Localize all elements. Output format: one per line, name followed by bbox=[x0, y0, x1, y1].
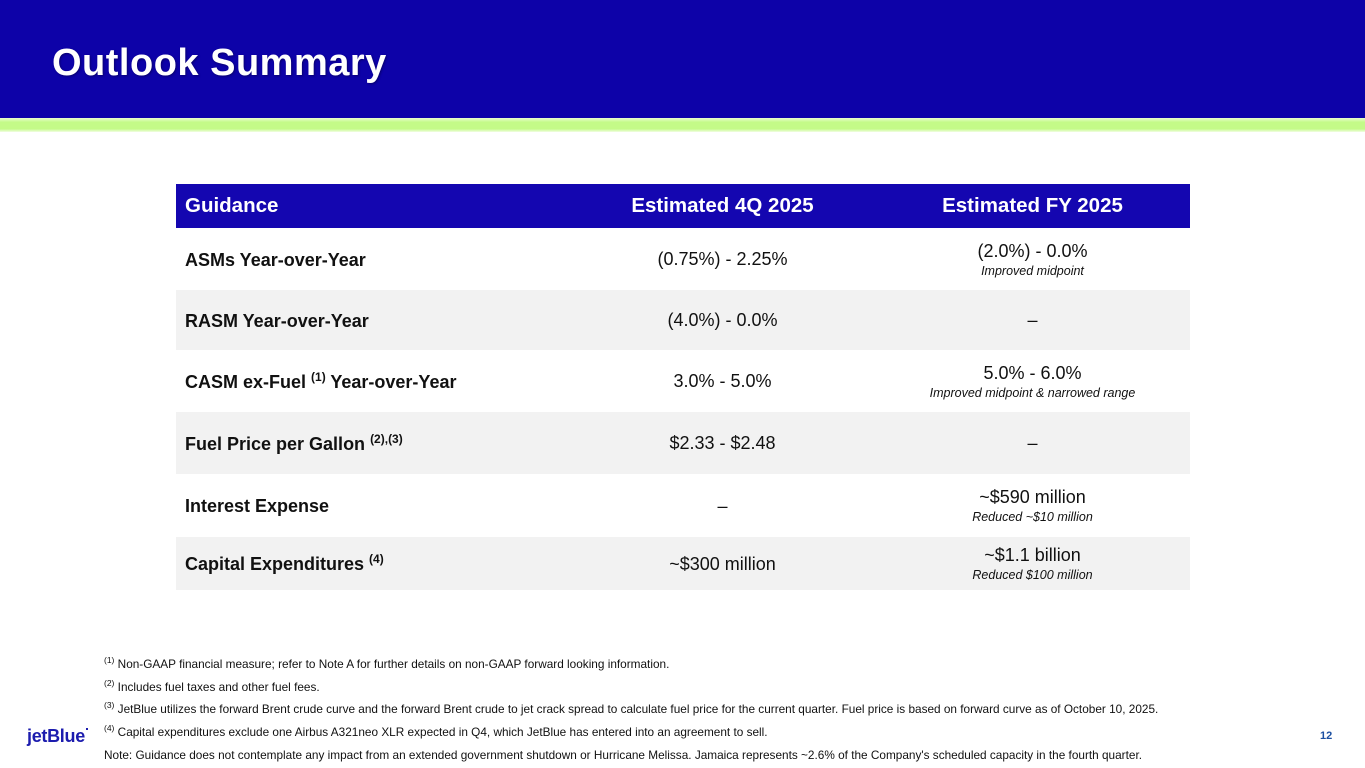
cell-fy-value: ~$590 million Reduced ~$10 million bbox=[875, 486, 1190, 525]
accent-stripe bbox=[0, 118, 1365, 132]
row-label: Interest Expense bbox=[185, 496, 330, 516]
table-header-row: Guidance Estimated 4Q 2025 Estimated FY … bbox=[176, 184, 1190, 228]
cell-4q-value: $2.33 - $2.48 bbox=[669, 433, 776, 453]
column-header-guidance: Guidance bbox=[185, 194, 279, 217]
cell-fy-subnote: Improved midpoint & narrowed range bbox=[929, 385, 1136, 400]
row-label: Capital Expenditures (4) bbox=[185, 552, 384, 574]
footnote-1: (1) Non-GAAP financial measure; refer to… bbox=[104, 655, 670, 671]
footnote-4: (4) Capital expenditures exclude one Air… bbox=[104, 723, 768, 740]
row-label: Fuel Price per Gallon (2),(3) bbox=[185, 431, 403, 454]
table-row-capital-expenditures: Capital Expenditures (4) ~$300 million ~… bbox=[176, 537, 1190, 590]
footnote-note: Note: Guidance does not contemplate any … bbox=[104, 747, 1142, 762]
footnote-ref: (2),(3) bbox=[370, 431, 403, 446]
footnotes: (1) Non-GAAP financial measure; refer to… bbox=[104, 651, 1359, 765]
row-label: CASM ex-Fuel (1) Year-over-Year bbox=[185, 369, 457, 392]
jetblue-logo-text: jetBlue bbox=[27, 726, 85, 746]
cell-4q-value: – bbox=[717, 495, 728, 516]
footnote-ref: (4) bbox=[369, 552, 384, 566]
guidance-table: Guidance Estimated 4Q 2025 Estimated FY … bbox=[176, 184, 1190, 590]
cell-4q-value: (0.75%) - 2.25% bbox=[657, 249, 788, 269]
cell-fy-value: 5.0% - 6.0% Improved midpoint & narrowed … bbox=[875, 362, 1190, 401]
cell-fy-subnote: Reduced ~$10 million bbox=[972, 510, 1093, 524]
title-bar: Outlook Summary bbox=[0, 0, 1365, 118]
page-title: Outlook Summary bbox=[52, 42, 387, 84]
cell-4q-value: ~$300 million bbox=[669, 553, 776, 574]
table-row-interest-expense: Interest Expense – ~$590 million Reduced … bbox=[176, 474, 1190, 537]
footnote-3: (3) JetBlue utilizes the forward Brent c… bbox=[104, 700, 1159, 717]
cell-fy-value: ~$1.1 billion Reduced $100 million bbox=[875, 544, 1190, 583]
column-header-estimated-fy-2025: Estimated FY 2025 bbox=[942, 194, 1123, 217]
column-header-estimated-4q-2025: Estimated 4Q 2025 bbox=[631, 194, 814, 217]
cell-4q-value: (4.0%) - 0.0% bbox=[667, 310, 778, 330]
cell-fy-value: – bbox=[1027, 310, 1038, 330]
cell-fy-subnote: Improved midpoint bbox=[981, 263, 1084, 278]
footnote-ref: (1) bbox=[311, 369, 326, 384]
page-number: 12 bbox=[1320, 730, 1333, 742]
table-row-casm-ex-fuel: CASM ex-Fuel (1) Year-over-Year 3.0% - 5… bbox=[176, 350, 1190, 412]
table-row-asms: ASMs Year-over-Year (0.75%) - 2.25% (2.0… bbox=[176, 228, 1190, 290]
cell-fy-subnote: Reduced $100 million bbox=[972, 568, 1093, 582]
cell-fy-value: – bbox=[1027, 433, 1038, 453]
footnote-marker: (3) bbox=[104, 700, 115, 711]
footnote-marker: (1) bbox=[104, 655, 115, 665]
trademark-mark bbox=[85, 728, 88, 730]
footnote-2: (2) Includes fuel taxes and other fuel f… bbox=[104, 677, 320, 694]
footnote-marker: (2) bbox=[104, 677, 115, 688]
table-row-rasm: RASM Year-over-Year (4.0%) - 0.0% – bbox=[176, 290, 1190, 350]
row-label: ASMs Year-over-Year bbox=[185, 249, 366, 270]
table-row-fuel-price: Fuel Price per Gallon (2),(3) $2.33 - $2… bbox=[176, 412, 1190, 474]
row-label: RASM Year-over-Year bbox=[185, 310, 369, 331]
jetblue-logo: jetBlue bbox=[27, 726, 88, 747]
cell-fy-value: (2.0%) - 0.0% Improved midpoint bbox=[875, 240, 1190, 279]
cell-4q-value: 3.0% - 5.0% bbox=[673, 371, 772, 391]
footnote-marker: (4) bbox=[104, 723, 115, 734]
